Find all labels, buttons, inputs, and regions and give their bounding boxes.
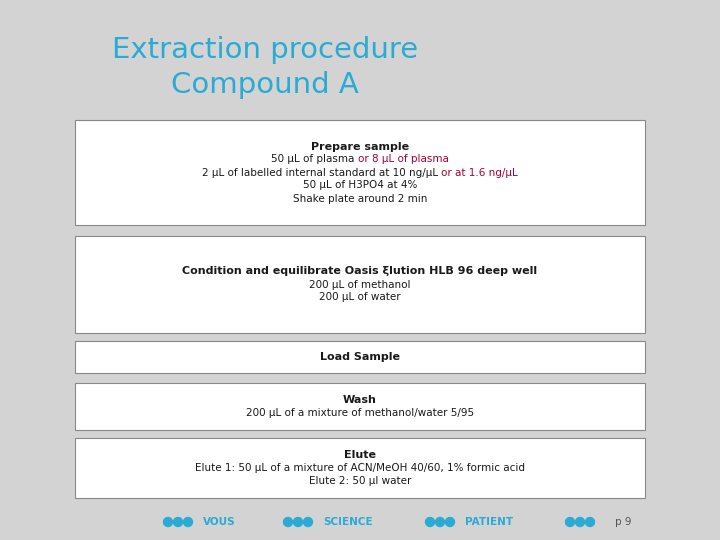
Text: Wash: Wash (343, 395, 377, 405)
Text: Compound A: Compound A (171, 71, 359, 99)
Circle shape (294, 517, 302, 526)
Circle shape (284, 517, 292, 526)
Text: 200 μL of methanol: 200 μL of methanol (310, 280, 410, 289)
Text: p 9: p 9 (615, 517, 631, 527)
Text: Prepare sample: Prepare sample (311, 141, 409, 152)
Circle shape (575, 517, 585, 526)
Text: VOUS: VOUS (203, 517, 235, 527)
Bar (75, 341, 645, 373)
Bar (75, 438, 645, 498)
Circle shape (565, 517, 575, 526)
Circle shape (585, 517, 595, 526)
Circle shape (426, 517, 434, 526)
Text: Condition and equilibrate Oasis ξlution HLB 96 deep well: Condition and equilibrate Oasis ξlution … (182, 267, 538, 276)
Text: 50 μL of plasma: 50 μL of plasma (271, 154, 358, 165)
Text: or 8 μL of plasma: or 8 μL of plasma (358, 154, 449, 165)
Circle shape (184, 517, 192, 526)
Text: Elute 2: 50 μl water: Elute 2: 50 μl water (309, 476, 411, 486)
Circle shape (304, 517, 312, 526)
Text: Elute: Elute (344, 450, 376, 460)
Circle shape (436, 517, 444, 526)
Text: 200 μL of water: 200 μL of water (319, 293, 401, 302)
Text: Load Sample: Load Sample (320, 352, 400, 362)
Text: 50 μL of H3PO4 at 4%: 50 μL of H3PO4 at 4% (303, 180, 417, 191)
Text: Shake plate around 2 min: Shake plate around 2 min (293, 193, 427, 204)
Text: SCIENCE: SCIENCE (323, 517, 373, 527)
Circle shape (174, 517, 182, 526)
Text: or at 1.6 ng/μL: or at 1.6 ng/μL (441, 167, 518, 178)
Circle shape (446, 517, 454, 526)
Bar (75, 120, 645, 225)
Bar (75, 236, 645, 333)
Circle shape (163, 517, 173, 526)
Bar (75, 383, 645, 430)
Text: PATIENT: PATIENT (465, 517, 513, 527)
Text: Extraction procedure: Extraction procedure (112, 36, 418, 64)
Text: 200 μL of a mixture of methanol/water 5/95: 200 μL of a mixture of methanol/water 5/… (246, 408, 474, 418)
Text: Elute 1: 50 μL of a mixture of ACN/MeOH 40/60, 1% formic acid: Elute 1: 50 μL of a mixture of ACN/MeOH … (195, 463, 525, 473)
Text: 2 μL of labelled internal standard at 10 ng/μL: 2 μL of labelled internal standard at 10… (202, 167, 441, 178)
